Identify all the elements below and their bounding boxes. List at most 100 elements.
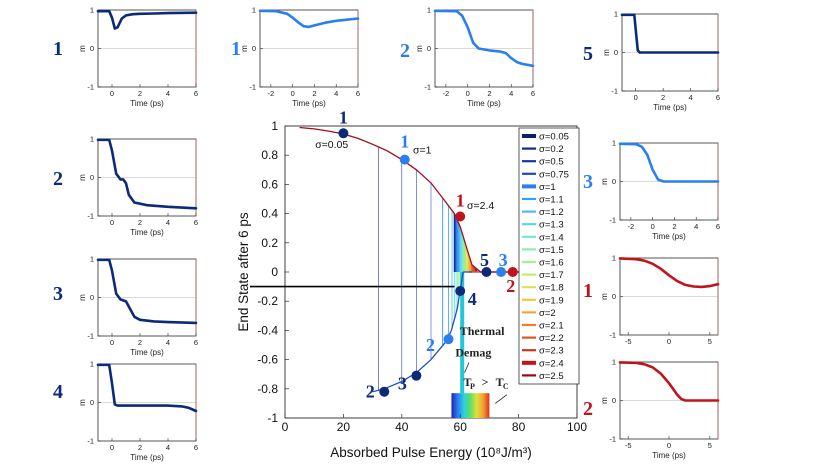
inset-xtick-label: 2	[138, 89, 142, 98]
main-plot: 0 20 40 60 80 100 -1 -0.8 -0.6 -0.4 -0.2 0 0.2 0.4 0.6…	[236, 107, 587, 460]
legend-entry: σ=1.8	[539, 283, 564, 294]
main-ytick-label: 1	[271, 119, 278, 133]
main-xtick-label: 40	[395, 420, 409, 434]
main-xlabel: Absorbed Pulse Energy (10⁸J/m³)	[330, 445, 532, 460]
legend-entry: σ=1	[539, 182, 556, 193]
inset-curve	[96, 9, 198, 30]
inset-number-label: 3	[53, 283, 63, 305]
inset-xtick-label: 6	[194, 89, 198, 98]
inset-ylabel: m	[240, 45, 249, 52]
inset-xtick-label: 4	[166, 443, 170, 452]
inset-ylabel: m	[415, 45, 424, 52]
main-ytick-label: -0.2	[257, 294, 278, 308]
inset-ylabel: m	[78, 399, 87, 406]
inset-ytick-label: 1	[614, 10, 618, 19]
inset-xtick-label: 2	[138, 443, 142, 452]
inset-number-label: 3	[583, 171, 593, 193]
inset-ytick-label: -1	[424, 83, 431, 92]
inset-ytick-label: 1	[90, 135, 94, 144]
inset-l2: -1 0 1 0 2 4 6 Time (ps) m 2	[53, 135, 198, 238]
legend: σ=0.05σ=0.2 σ=0.5σ=0.75 σ=1 σ=1.1σ=1.2 σ=1.3…	[518, 127, 580, 385]
inset-xtick-label: 4	[166, 218, 170, 227]
thermal-annotation-text: T	[496, 375, 504, 389]
inset-r1: -101-5 0 5m1	[583, 254, 720, 346]
inset-xtick-label: 5	[708, 337, 712, 346]
main-ytick-label: -1	[267, 411, 278, 425]
inset-number-label: 2	[400, 40, 410, 62]
main-ytick-label: -0.6	[257, 353, 278, 367]
inset-xtick-label: 4	[166, 89, 170, 98]
inset-xtick-label: 6	[194, 218, 198, 227]
legend-entry: σ=1.5	[539, 245, 564, 256]
inset-number-label: 2	[53, 168, 63, 190]
inset-xtick-label: 6	[716, 222, 720, 231]
legend-entry: σ=1.7	[539, 270, 564, 281]
inset-ytick-label: -1	[609, 216, 616, 225]
main-xtick-label: 100	[567, 420, 587, 434]
inset-ytick-label: -1	[249, 83, 256, 92]
state-point-label: 5	[480, 250, 489, 270]
inset-xtick-label: 0	[667, 441, 671, 450]
inset-ylabel: m	[78, 294, 87, 301]
state-point	[507, 267, 518, 277]
inset-r3: -1 0 1 -2 0 2 4 6 Time (ps) m3	[583, 139, 720, 242]
state-point-label: 2	[366, 382, 375, 402]
legend-entry: σ=2.4	[539, 358, 564, 369]
legend-entry: σ=1.4	[539, 232, 564, 243]
inset-xtick-label: 2	[138, 338, 142, 347]
state-point-label: 1	[456, 191, 465, 211]
inset-xtick-label: 0	[110, 443, 114, 452]
legend-entry: σ=2.5	[539, 371, 564, 382]
legend-entry: σ=2	[539, 308, 556, 319]
inset-ylabel: m	[600, 178, 609, 185]
inset-ylabel: m	[600, 293, 609, 300]
legend-frame	[518, 127, 580, 385]
inset-ylabel: m	[602, 49, 611, 56]
inset-xtick-label: 4	[688, 93, 692, 102]
inset-xlabel: Time (ps)	[292, 99, 326, 108]
state-point-label: 1	[400, 132, 409, 152]
inset-curve	[433, 9, 535, 68]
inset-number-label: 2	[583, 398, 593, 420]
main-xtick-label: 0	[282, 420, 289, 434]
inset-ytick-label: 0	[252, 44, 256, 53]
main-xtick-label: 60	[454, 420, 468, 434]
inset-xlabel: Time (ps)	[467, 99, 501, 108]
inset-ytick-label: -1	[611, 87, 618, 96]
inset-number-label: 1	[53, 38, 63, 60]
inset-ytick-label: -1	[87, 332, 94, 341]
state-point	[455, 285, 466, 296]
state-point-label: 2	[506, 276, 515, 296]
inset-ytick-label: 0	[614, 48, 618, 57]
inset-ytick-label: 0	[612, 292, 616, 301]
main-ylabel: End State after 6 ps	[236, 212, 251, 332]
inset-xtick-label: 2	[672, 222, 676, 231]
inset-xtick-label: 2	[138, 218, 142, 227]
state-point	[481, 267, 492, 277]
inset-xtick-label: 0	[651, 222, 655, 231]
state-point	[338, 128, 349, 139]
inset-curve	[620, 13, 720, 54]
legend-entry: σ=2.1	[539, 321, 564, 332]
main-ytick-label: -0.4	[257, 323, 278, 337]
inset-ytick-label: 1	[90, 6, 94, 15]
legend-entry: σ=0.5	[539, 157, 564, 168]
inset-xtick-label: 6	[531, 89, 535, 98]
inset-ytick-label: 0	[427, 44, 431, 53]
inset-xtick-label: 2	[312, 89, 316, 98]
legend-entry: σ=2.3	[539, 346, 564, 357]
inset-r2: -1 0 1 -5 0 5 Time (ps) m2	[583, 358, 720, 460]
inset-xlabel: Time (ps)	[652, 451, 686, 460]
inset-l1: -1 0 1 0 2 4 6 Time (ps) m 1	[53, 6, 198, 109]
legend-entry: σ=1.3	[539, 220, 564, 231]
annotation-arrow	[464, 362, 470, 373]
inset-ytick-label: -1	[87, 83, 94, 92]
inset-number-label: 5	[583, 43, 593, 65]
inset-ytick-label: 0	[90, 173, 94, 182]
inset-xtick-label: 0	[466, 89, 470, 98]
inset-xtick-label: -2	[628, 222, 635, 231]
inset-xlabel: Time (ps)	[130, 348, 164, 357]
main-ytick-label: -0.8	[257, 382, 278, 396]
inset-xtick-label: 2	[661, 93, 665, 102]
